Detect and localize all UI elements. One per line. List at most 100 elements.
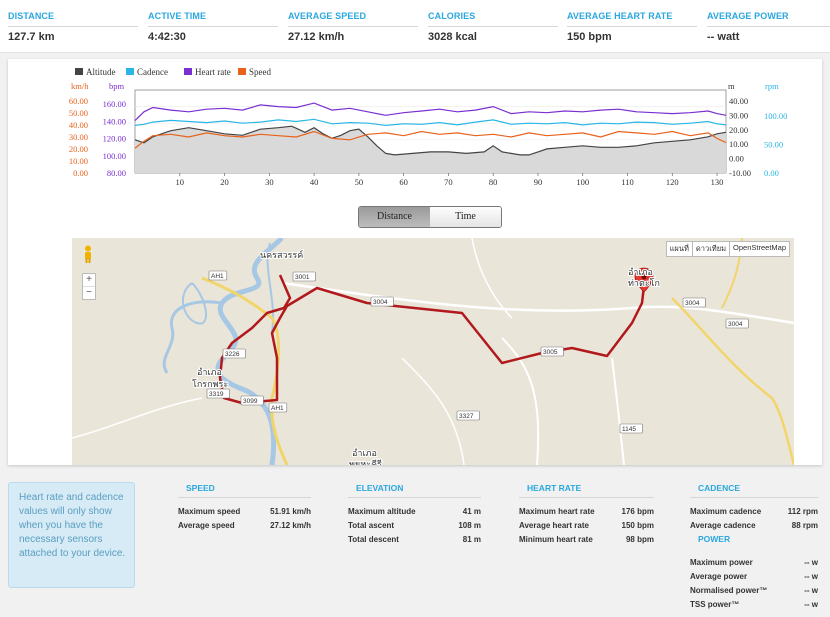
stat-group-title-elevation: ELEVATION (356, 483, 404, 493)
stat-group-divider (178, 497, 311, 498)
summary-label: CALORIES (428, 11, 476, 21)
river-oxbow (182, 282, 208, 325)
speed-tick-label: 60.00 (69, 96, 88, 106)
road-shield: 3004 (725, 318, 749, 329)
stat-group-divider (519, 497, 654, 498)
series-line-speed (134, 130, 727, 149)
x-tick-label: 10 (176, 177, 185, 187)
stat-value: 98 bpm (625, 535, 654, 544)
stat-label: Total descent (348, 535, 399, 544)
map-place-label: พยุหะคีรี (349, 459, 382, 465)
stat-group-divider (690, 497, 818, 498)
stat-label: Maximum power (690, 558, 753, 567)
stat-row: Average speed 27.12 km/h (178, 521, 311, 535)
x-tick-label: 80 (489, 177, 498, 187)
route-map[interactable]: อำเภอ โกรกพระ นครสวรรค์ อำเภอ พยุหะคีรี อำเภอ… (72, 238, 794, 465)
time-toggle-button[interactable]: Time (430, 207, 501, 227)
stat-row: Maximum power -- w (690, 558, 818, 572)
summary-divider (707, 26, 830, 27)
legend-swatch (238, 68, 246, 75)
stat-row: Normalised power™ -- w (690, 586, 818, 600)
distance-toggle-button[interactable]: Distance (359, 207, 431, 227)
road-shield: 3327 (456, 410, 480, 421)
zoom-out-button[interactable]: − (86, 287, 92, 298)
speed-tick-label: 40.00 (69, 120, 88, 130)
road-shield-label: 3004 (685, 300, 700, 307)
summary-label: ACTIVE TIME (148, 11, 207, 21)
stat-group-divider (348, 497, 481, 498)
stat-group-title-power: POWER (698, 534, 731, 544)
summary-value: 150 bpm (567, 31, 612, 43)
road-shield: 3004 (370, 296, 394, 307)
map-place-label: ท่าตะโก (628, 278, 660, 289)
road-shield-label: 3001 (295, 274, 310, 281)
road-shield: 3001 (292, 271, 316, 282)
stat-value: -- w (804, 586, 818, 595)
x-tick-label: 70 (444, 177, 453, 187)
road-shield-label: 3005 (543, 349, 558, 356)
series-line-heart-rate (134, 102, 727, 122)
altitude-area (135, 126, 726, 173)
summary-label: AVERAGE HEART RATE (567, 11, 673, 21)
legend-item[interactable]: Altitude (75, 67, 116, 77)
summary-label: AVERAGE POWER (707, 11, 789, 21)
river-branch (162, 300, 223, 374)
legend-label: Altitude (86, 67, 116, 77)
sensor-info-box: Heart rate and cadence values will only … (8, 482, 135, 588)
cadence-tick-label: 50.00 (764, 140, 783, 150)
stat-label: Maximum altitude (348, 507, 416, 516)
legend-swatch (184, 68, 192, 75)
stat-value: 108 m (458, 521, 481, 530)
stat-label: Average power (690, 572, 748, 581)
cadence-tick-label: 100.00 (764, 111, 787, 121)
stat-label: Average cadence (690, 521, 756, 530)
series-line-cadence (134, 118, 727, 127)
map-type-button[interactable]: แผนที่ (665, 241, 693, 257)
heart-tick-label: 120.00 (103, 134, 126, 144)
x-tick-label: 110 (621, 177, 633, 187)
heart-unit: bpm (109, 81, 125, 91)
legend-item[interactable]: Speed (238, 67, 271, 77)
map-place-label: อำเภอ (197, 367, 222, 378)
summary-divider (288, 26, 418, 27)
altitude-tick-label: -10.00 (729, 168, 751, 178)
heart-tick-label: 160.00 (103, 99, 126, 109)
road-shield: 3319 (206, 388, 230, 399)
sensor-info-text: Heart rate and cadence values will only … (19, 492, 126, 559)
stat-label: Total ascent (348, 521, 395, 530)
road-shield-label: 3327 (459, 413, 474, 420)
speed-tick-label: 30.00 (69, 132, 88, 142)
stat-row: Total descent 81 m (348, 535, 481, 549)
stat-value: 51.91 km/h (270, 507, 311, 516)
map-place-label: อำเภอ (628, 267, 653, 278)
activity-chart: Altitude Cadence Heart rate Speed 10 20 30 40 50… (69, 67, 788, 187)
heart-tick-label: 80.00 (107, 168, 126, 178)
road-shield: 3226 (222, 348, 246, 359)
x-tick-label: 30 (265, 177, 274, 187)
stat-value: 41 m (462, 507, 481, 516)
legend-item[interactable]: Heart rate (184, 67, 231, 77)
altitude-tick-label: 20.00 (729, 125, 748, 135)
x-tick-label: 40 (310, 177, 319, 187)
altitude-unit: m (728, 81, 735, 91)
road-shield-label: 3319 (209, 391, 224, 398)
speed-unit: km/h (71, 81, 89, 91)
stat-row: Maximum altitude 41 m (348, 507, 481, 521)
map-type-button[interactable]: OpenStreetMap (729, 241, 790, 257)
pegman-icon[interactable] (83, 245, 93, 268)
chart-axis-toggle: Distance Time (358, 206, 502, 228)
map-type-button[interactable]: ดาวเทียม (691, 241, 731, 257)
legend-item[interactable]: Cadence (126, 67, 168, 77)
stat-label: Average heart rate (519, 521, 589, 530)
map-canvas[interactable]: อำเภอโกรกพระนครสวรรค์อำเภอพยุหะคีรีอำเภอ… (72, 238, 794, 465)
stat-value: 81 m (462, 535, 481, 544)
cadence-unit: rpm (765, 81, 779, 91)
altitude-tick-label: 40.00 (729, 96, 748, 106)
stat-value: 27.12 km/h (270, 521, 311, 530)
road-shield-label: 3099 (243, 398, 258, 405)
summary-value: 127.7 km (8, 31, 55, 43)
zoom-in-button[interactable]: + (86, 274, 92, 285)
stat-row: Minimum heart rate 98 bpm (519, 535, 654, 549)
road-shield: 1145 (619, 423, 643, 434)
end-marker-icon[interactable] (634, 267, 654, 293)
